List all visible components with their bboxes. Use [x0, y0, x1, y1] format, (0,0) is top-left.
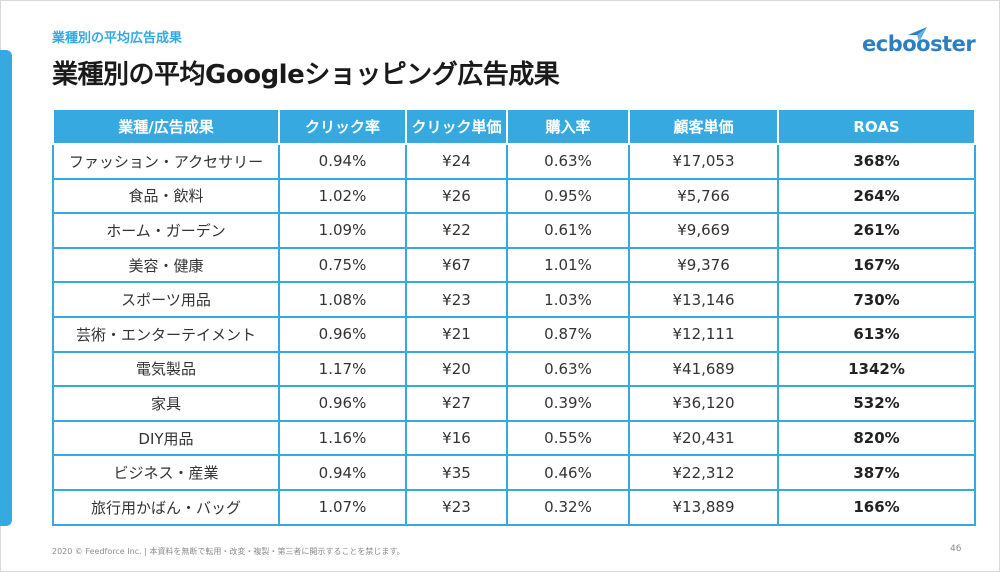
ctr-cell: 0.94%	[278, 454, 407, 491]
ctr-cell: 0.75%	[278, 246, 407, 284]
page-number: 46	[950, 544, 962, 554]
order-value-cell: ¥13,889	[628, 488, 779, 526]
cpc-cell: ¥23	[405, 488, 508, 526]
industry-cell: ファッション・アクセサリー	[52, 143, 280, 180]
cpc-cell: ¥24	[405, 143, 508, 180]
table-row: ファッション・アクセサリー 0.94% ¥24 0.63% ¥17,053 36…	[52, 143, 976, 180]
industry-cell: ビジネス・産業	[52, 454, 280, 491]
column-header: 購入率	[506, 110, 630, 145]
table-row: 芸術・エンターテイメント 0.96% ¥21 0.87% ¥12,111 613…	[52, 315, 976, 353]
industry-cell: 電気製品	[52, 350, 280, 388]
conversion-rate-cell: 1.01%	[506, 246, 630, 284]
industry-cell: 家具	[52, 385, 280, 422]
conversion-rate-cell: 0.87%	[506, 315, 630, 353]
table-row: DIY用品 1.16% ¥16 0.55% ¥20,431 820%	[52, 419, 976, 457]
industry-cell: 美容・健康	[52, 246, 280, 284]
roas-cell: 166%	[777, 488, 976, 526]
accent-bar	[0, 50, 12, 526]
industry-cell: スポーツ用品	[52, 281, 280, 318]
brand-logo: ecbooster	[862, 26, 982, 62]
paper-plane-icon	[908, 27, 927, 41]
table-row: 電気製品 1.17% ¥20 0.63% ¥41,689 1342%	[52, 350, 976, 388]
order-value-cell: ¥41,689	[628, 350, 779, 388]
cpc-cell: ¥67	[405, 246, 508, 284]
column-header: ROAS	[777, 110, 976, 145]
cpc-cell: ¥22	[405, 212, 508, 249]
order-value-cell: ¥20,431	[628, 419, 779, 457]
conversion-rate-cell: 0.95%	[506, 177, 630, 215]
industry-cell: ホーム・ガーデン	[52, 212, 280, 249]
conversion-rate-cell: 0.46%	[506, 454, 630, 491]
table-row: 美容・健康 0.75% ¥67 1.01% ¥9,376 167%	[52, 246, 976, 284]
industry-cell: DIY用品	[52, 419, 280, 457]
industry-cell: 旅行用かばん・バッグ	[52, 488, 280, 526]
ctr-cell: 0.94%	[278, 143, 407, 180]
roas-cell: 532%	[777, 385, 976, 422]
cpc-cell: ¥27	[405, 385, 508, 422]
conversion-rate-cell: 0.63%	[506, 350, 630, 388]
cpc-cell: ¥26	[405, 177, 508, 215]
conversion-rate-cell: 0.32%	[506, 488, 630, 526]
table-row: ビジネス・産業 0.94% ¥35 0.46% ¥22,312 387%	[52, 454, 976, 491]
cpc-cell: ¥20	[405, 350, 508, 388]
table-row: 旅行用かばん・バッグ 1.07% ¥23 0.32% ¥13,889 166%	[52, 488, 976, 526]
cpc-cell: ¥23	[405, 281, 508, 318]
ctr-cell: 1.17%	[278, 350, 407, 388]
table-row: ホーム・ガーデン 1.09% ¥22 0.61% ¥9,669 261%	[52, 212, 976, 249]
column-header: クリック単価	[405, 110, 508, 145]
column-header: 業種/広告成果	[52, 110, 280, 145]
conversion-rate-cell: 0.63%	[506, 143, 630, 180]
order-value-cell: ¥9,376	[628, 246, 779, 284]
ctr-cell: 0.96%	[278, 385, 407, 422]
column-header: クリック率	[278, 110, 407, 145]
industry-cell: 食品・飲料	[52, 177, 280, 215]
order-value-cell: ¥17,053	[628, 143, 779, 180]
slide-subtitle: 業種別の平均広告成果	[52, 31, 183, 46]
slide-title: 業種別の平均Googleショッピング広告成果	[52, 60, 560, 90]
roas-cell: 730%	[777, 281, 976, 318]
table-row: 食品・飲料 1.02% ¥26 0.95% ¥5,766 264%	[52, 177, 976, 215]
ctr-cell: 1.16%	[278, 419, 407, 457]
cpc-cell: ¥21	[405, 315, 508, 353]
industry-results-table: 業種/広告成果 クリック率 クリック単価 購入率 顧客単価 ROAS ファッショ…	[52, 110, 976, 526]
order-value-cell: ¥36,120	[628, 385, 779, 422]
roas-cell: 613%	[777, 315, 976, 353]
table-header-row: 業種/広告成果 クリック率 クリック単価 購入率 顧客単価 ROAS	[52, 110, 976, 145]
ctr-cell: 1.09%	[278, 212, 407, 249]
column-header: 顧客単価	[628, 110, 779, 145]
footer-copyright: 2020 © Feedforce Inc. | 本資料を無断で転用・改変・複製・…	[52, 547, 405, 556]
roas-cell: 387%	[777, 454, 976, 491]
table-row: 家具 0.96% ¥27 0.39% ¥36,120 532%	[52, 385, 976, 422]
order-value-cell: ¥9,669	[628, 212, 779, 249]
ctr-cell: 1.07%	[278, 488, 407, 526]
cpc-cell: ¥16	[405, 419, 508, 457]
roas-cell: 820%	[777, 419, 976, 457]
cpc-cell: ¥35	[405, 454, 508, 491]
roas-cell: 368%	[777, 143, 976, 180]
ctr-cell: 1.02%	[278, 177, 407, 215]
order-value-cell: ¥22,312	[628, 454, 779, 491]
order-value-cell: ¥12,111	[628, 315, 779, 353]
roas-cell: 167%	[777, 246, 976, 284]
industry-cell: 芸術・エンターテイメント	[52, 315, 280, 353]
table-row: スポーツ用品 1.08% ¥23 1.03% ¥13,146 730%	[52, 281, 976, 318]
conversion-rate-cell: 0.61%	[506, 212, 630, 249]
ctr-cell: 0.96%	[278, 315, 407, 353]
ctr-cell: 1.08%	[278, 281, 407, 318]
conversion-rate-cell: 0.39%	[506, 385, 630, 422]
order-value-cell: ¥5,766	[628, 177, 779, 215]
order-value-cell: ¥13,146	[628, 281, 779, 318]
roas-cell: 261%	[777, 212, 976, 249]
roas-cell: 1342%	[777, 350, 976, 388]
conversion-rate-cell: 1.03%	[506, 281, 630, 318]
conversion-rate-cell: 0.55%	[506, 419, 630, 457]
roas-cell: 264%	[777, 177, 976, 215]
